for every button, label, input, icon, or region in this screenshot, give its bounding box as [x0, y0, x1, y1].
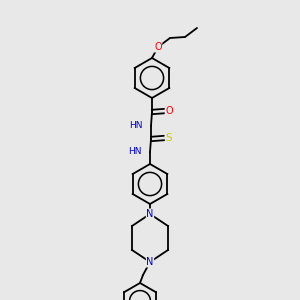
- Text: O: O: [165, 106, 173, 116]
- Text: O: O: [154, 42, 162, 52]
- Text: HN: HN: [130, 121, 143, 130]
- Text: N: N: [146, 257, 154, 267]
- Text: S: S: [166, 133, 172, 143]
- Text: N: N: [146, 209, 154, 219]
- Text: HN: HN: [128, 146, 142, 155]
